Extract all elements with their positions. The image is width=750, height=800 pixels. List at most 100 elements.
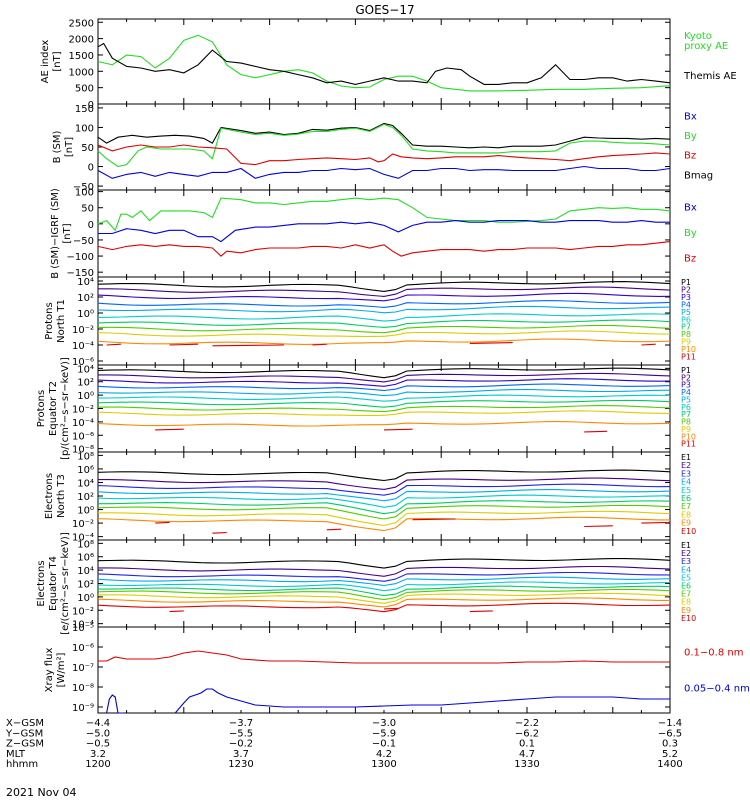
- legend-entry: P10: [681, 345, 696, 354]
- ephemeris-value: 1300: [371, 759, 396, 770]
- y-tick-label: −50: [73, 182, 94, 193]
- channel-line: [97, 405, 671, 413]
- y-axis-label: Protons: [44, 302, 55, 339]
- legend-entry: E1: [681, 541, 691, 550]
- panel-frame: [97, 626, 671, 714]
- panel-frame: [97, 103, 671, 191]
- legend-entry: E8: [681, 510, 691, 519]
- legend-entry: P1: [681, 278, 691, 287]
- y-tick-label: 10⁻⁸: [72, 683, 94, 694]
- legend-entry: P2: [681, 285, 691, 294]
- channel-line: [97, 558, 671, 569]
- channel-line: [97, 383, 671, 392]
- y-tick-label: 0: [88, 220, 94, 231]
- ephemeris-value: 4.7: [519, 749, 535, 760]
- ephemeris-value: 1400: [657, 759, 682, 770]
- legend-entry: P11: [681, 440, 696, 449]
- channel-line: [97, 378, 671, 387]
- legend-entry: Themis AE: [683, 71, 737, 82]
- channel-line: [97, 281, 671, 292]
- channel-line: [97, 300, 671, 308]
- legend-entry: P11: [681, 353, 696, 362]
- ephemeris-value: −4.4: [86, 718, 110, 729]
- ephemeris-value: 3.2: [90, 749, 106, 760]
- panel-1: 0 500 1000 1500 2000 2500 AE index [nT] Kyotopro…: [40, 18, 737, 111]
- series-line: [98, 220, 670, 243]
- channel-segment: [584, 525, 613, 528]
- channel-line: [98, 565, 671, 577]
- channel-line: [97, 469, 671, 482]
- y-tick-label: 10⁰: [77, 593, 94, 604]
- ephemeris-value: 5.2: [662, 749, 678, 760]
- legend-entry: By: [684, 228, 697, 239]
- channel-line: [98, 585, 671, 597]
- legend-entry: P3: [681, 381, 691, 390]
- channel-segment: [641, 521, 671, 524]
- date-label: 2021 Nov 04: [6, 786, 76, 799]
- y-axis-label: North T1: [56, 299, 67, 343]
- legend-entry: E10: [681, 614, 696, 623]
- y-tick-label: 10²: [77, 580, 94, 591]
- channel-segment: [169, 610, 184, 613]
- ephemeris-value: −0.1: [372, 739, 396, 750]
- panel-5: 10⁴ 10² 10⁰ 10⁻² 10⁻⁴ 10⁻⁶ 10⁻⁸ Protons Equator …: [36, 357, 696, 460]
- legend-entry: P9: [681, 338, 691, 347]
- channel-line: [97, 292, 671, 302]
- y-tick-label: 10⁰: [77, 309, 94, 320]
- y-tick-label: 500: [75, 84, 94, 95]
- channel-segment: [106, 343, 121, 346]
- y-tick-label: 10⁻⁶: [72, 431, 94, 442]
- series-line: [97, 123, 671, 168]
- legend-entry: Bx: [684, 112, 697, 123]
- ephemeris-value: 4.2: [376, 749, 392, 760]
- ephemeris-value: −1.4: [658, 718, 682, 729]
- channel-line: [97, 305, 671, 314]
- channel-segment: [412, 518, 456, 521]
- y-tick-label: 10⁻⁴: [72, 341, 94, 352]
- legend-entry: Bx: [684, 202, 697, 213]
- legend-entry: P5: [681, 308, 691, 317]
- legend-entry: P5: [681, 395, 691, 404]
- channel-segment: [469, 342, 513, 344]
- y-tick-label: 10⁻⁷: [72, 663, 94, 674]
- panel-frame: [97, 18, 671, 105]
- y-tick-label: 10⁻⁸: [72, 445, 94, 456]
- y-tick-label: 10⁻⁴: [72, 418, 94, 429]
- channel-line: [97, 394, 671, 402]
- channel-line: [98, 477, 671, 490]
- legend-entry: E5: [681, 486, 691, 495]
- y-tick-label: 100: [75, 123, 94, 134]
- panel-frame: [97, 451, 671, 541]
- channel-line: [97, 602, 671, 613]
- y-axis-label: Equator T4: [48, 556, 59, 611]
- y-axis-label: [p/(cm²−s−sr−keV)]: [60, 357, 71, 460]
- panel-2: −50 0 50 100 150 B (SM) [nT] Bx By Bz Bmag: [52, 103, 713, 193]
- channel-line: [97, 576, 671, 587]
- ephemeris-row-label: Y−GSM: [5, 728, 43, 739]
- channel-line: [97, 494, 671, 508]
- channel-segment: [641, 343, 656, 346]
- legend-entry: E10: [681, 527, 696, 536]
- y-tick-label: 2000: [69, 35, 94, 46]
- y-tick-label: 10⁰: [77, 391, 94, 402]
- y-tick-label: 50: [81, 204, 94, 215]
- legend-entry: P6: [681, 403, 691, 412]
- legend-entry: P8: [681, 330, 691, 339]
- channel-line: [97, 319, 671, 328]
- y-tick-label: 100: [75, 188, 94, 199]
- ephemeris-value: −6.5: [658, 728, 682, 739]
- channel-line: [98, 500, 671, 515]
- ephemeris-value: 0.3: [662, 739, 678, 750]
- y-tick-label: 10²: [77, 378, 94, 389]
- series-line: [97, 144, 671, 166]
- channel-segment: [155, 521, 170, 524]
- ephemeris-row-label: MLT: [6, 749, 26, 760]
- channel-line: [97, 581, 671, 592]
- series-line: [98, 650, 670, 664]
- legend-entry: E3: [681, 469, 691, 478]
- y-tick-label: 10⁰: [77, 506, 94, 517]
- ephemeris-value: −3.7: [229, 718, 253, 729]
- legend-entry: E4: [681, 565, 691, 574]
- channel-line: [97, 389, 671, 397]
